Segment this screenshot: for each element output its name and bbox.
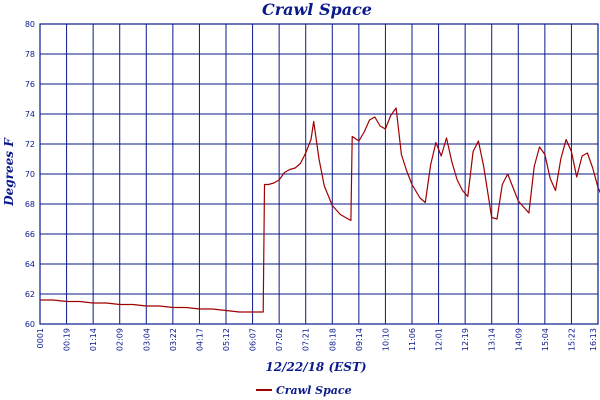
x-tick-label: 12:19 bbox=[461, 328, 470, 351]
y-tick-label: 68 bbox=[25, 200, 35, 209]
series-layer bbox=[40, 107, 600, 313]
x-tick-label: 02:09 bbox=[116, 328, 125, 351]
x-axis-label: 12/22/18 (EST) bbox=[265, 360, 366, 374]
x-tick-label: 06:07 bbox=[249, 328, 258, 351]
legend-label-crawl-space: Crawl Space bbox=[276, 384, 352, 397]
x-tick-label: 01:14 bbox=[89, 328, 98, 351]
x-tick-label: 08:18 bbox=[328, 328, 337, 351]
x-tick-label: 07:02 bbox=[275, 328, 284, 351]
y-tick-label: 72 bbox=[25, 140, 35, 149]
y-tick-label: 60 bbox=[25, 320, 35, 329]
x-tick-label: 12:01 bbox=[435, 328, 444, 351]
x-tick-label: 0001 bbox=[36, 328, 45, 348]
x-tick-label: 04:17 bbox=[195, 328, 204, 351]
chart-title: Crawl Space bbox=[262, 0, 372, 19]
y-tick-label: 62 bbox=[25, 290, 35, 299]
x-tick-label: 15:22 bbox=[567, 328, 576, 351]
x-tick-label: 11:06 bbox=[408, 328, 417, 351]
x-tick-label: 07:21 bbox=[302, 328, 311, 351]
x-tick-label: 15:04 bbox=[541, 328, 550, 351]
y-tick-label: 70 bbox=[25, 170, 35, 179]
y-axis-label: Degrees F bbox=[2, 137, 16, 207]
x-tick-label: 00:19 bbox=[63, 328, 72, 351]
x-tick-label: 14:09 bbox=[514, 328, 523, 351]
series-line-crawl-space bbox=[40, 107, 600, 313]
plot-frame bbox=[39, 23, 599, 325]
y-axis-ticks: 60 62 64 66 68 70 72 74 76 78 80 bbox=[25, 20, 35, 329]
grid bbox=[39, 23, 599, 325]
y-tick-label: 76 bbox=[25, 80, 35, 89]
x-tick-label: 03:04 bbox=[142, 328, 151, 351]
x-tick-label: 05:12 bbox=[222, 328, 231, 351]
x-tick-label: 13:14 bbox=[488, 328, 497, 351]
y-tick-label: 74 bbox=[25, 110, 35, 119]
y-tick-label: 78 bbox=[25, 50, 35, 59]
x-tick-label: 16:13 bbox=[589, 328, 598, 351]
x-tick-label: 03:22 bbox=[169, 328, 178, 351]
x-axis-ticks: 0001 00:19 01:14 02:09 03:04 03:22 04:17 05:12 0… bbox=[36, 328, 598, 351]
y-tick-label: 64 bbox=[25, 260, 35, 269]
y-tick-label: 80 bbox=[25, 20, 35, 29]
x-tick-label: 09:14 bbox=[355, 328, 364, 351]
legend: Crawl Space bbox=[256, 384, 352, 397]
y-tick-label: 66 bbox=[25, 230, 35, 239]
x-tick-label: 10:10 bbox=[381, 328, 390, 351]
